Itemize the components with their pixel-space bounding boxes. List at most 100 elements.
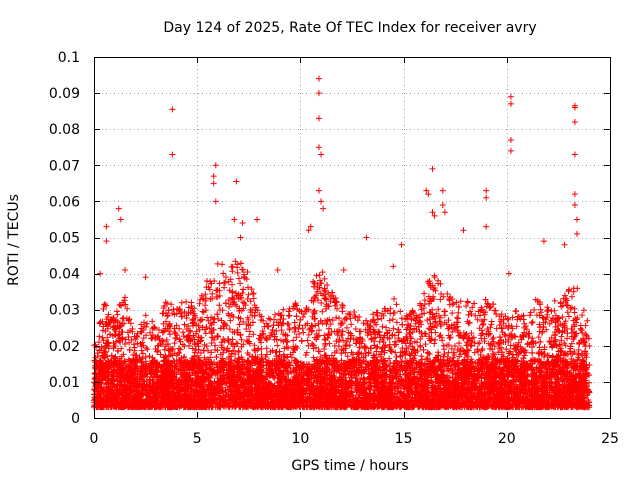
data-point bbox=[226, 326, 233, 333]
data-point bbox=[124, 305, 131, 312]
data-point bbox=[299, 325, 306, 332]
data-point bbox=[316, 272, 323, 279]
data-point bbox=[455, 309, 462, 316]
data-point bbox=[431, 272, 438, 279]
data-point bbox=[267, 334, 274, 341]
data-point bbox=[544, 307, 551, 314]
data-point bbox=[383, 324, 390, 331]
data-point bbox=[304, 337, 311, 344]
data-point bbox=[393, 319, 400, 326]
data-point bbox=[185, 342, 192, 349]
data-point bbox=[536, 344, 543, 351]
data-point bbox=[183, 298, 190, 305]
data-point bbox=[130, 341, 137, 348]
chart-title: Day 124 of 2025, Rate Of TEC Index for r… bbox=[163, 20, 536, 36]
data-point bbox=[319, 269, 326, 276]
data-point bbox=[449, 354, 456, 361]
data-point bbox=[437, 296, 444, 303]
data-point bbox=[125, 334, 132, 341]
data-point bbox=[177, 346, 184, 353]
data-point bbox=[398, 315, 405, 322]
data-point bbox=[246, 328, 253, 335]
data-point bbox=[229, 295, 236, 302]
data-point bbox=[582, 331, 589, 338]
data-point bbox=[545, 306, 552, 313]
data-point bbox=[199, 308, 206, 315]
data-point bbox=[227, 317, 234, 324]
data-point bbox=[559, 314, 566, 321]
data-point bbox=[449, 310, 456, 317]
data-point bbox=[298, 338, 305, 345]
data-point bbox=[574, 285, 581, 292]
data-point bbox=[386, 317, 393, 324]
data-point bbox=[478, 347, 485, 354]
data-point bbox=[146, 353, 153, 360]
data-point bbox=[480, 320, 487, 327]
data-point bbox=[393, 301, 400, 308]
data-point bbox=[162, 309, 169, 316]
data-point bbox=[199, 296, 206, 303]
data-point bbox=[528, 320, 535, 327]
data-point bbox=[204, 314, 211, 321]
data-point bbox=[437, 332, 444, 339]
data-point bbox=[149, 318, 156, 325]
data-point bbox=[397, 308, 404, 315]
data-point bbox=[202, 302, 209, 309]
data-point bbox=[208, 339, 215, 346]
data-point bbox=[391, 295, 398, 302]
data-point bbox=[343, 338, 350, 345]
data-point bbox=[113, 308, 120, 315]
data-point bbox=[526, 312, 533, 319]
data-point bbox=[466, 319, 473, 326]
data-point bbox=[339, 302, 346, 309]
data-point bbox=[180, 329, 187, 336]
data-point bbox=[451, 342, 458, 349]
data-point bbox=[562, 318, 569, 325]
data-point bbox=[234, 340, 241, 347]
data-point bbox=[214, 333, 221, 340]
data-point bbox=[322, 342, 329, 349]
data-point bbox=[96, 333, 103, 340]
data-point bbox=[362, 344, 369, 351]
data-point bbox=[286, 312, 293, 319]
data-point bbox=[529, 318, 536, 325]
data-point bbox=[237, 280, 244, 287]
data-point bbox=[346, 342, 353, 349]
data-point bbox=[263, 345, 270, 352]
data-point bbox=[265, 315, 272, 322]
data-point bbox=[243, 320, 250, 327]
data-point bbox=[479, 346, 486, 353]
data-point bbox=[110, 340, 117, 347]
data-point bbox=[216, 302, 223, 309]
data-point bbox=[408, 316, 415, 323]
data-point bbox=[245, 291, 252, 298]
data-point bbox=[464, 298, 471, 305]
data-point bbox=[390, 325, 397, 332]
data-point bbox=[258, 339, 265, 346]
data-point bbox=[290, 337, 297, 344]
data-point bbox=[313, 272, 320, 279]
data-point bbox=[206, 325, 213, 332]
data-point bbox=[457, 298, 464, 305]
data-point bbox=[584, 317, 591, 324]
data-point bbox=[176, 345, 183, 352]
data-point bbox=[285, 308, 292, 315]
data-point bbox=[391, 309, 398, 316]
data-point bbox=[144, 346, 151, 353]
data-point bbox=[316, 277, 323, 284]
data-point bbox=[272, 311, 279, 318]
data-point bbox=[188, 299, 195, 306]
data-point bbox=[204, 347, 211, 354]
data-point bbox=[421, 297, 428, 304]
data-point bbox=[379, 323, 386, 330]
data-point bbox=[348, 321, 355, 328]
data-point bbox=[171, 340, 178, 347]
data-point bbox=[356, 313, 363, 320]
data-point bbox=[355, 350, 362, 357]
data-point bbox=[219, 261, 226, 268]
data-point bbox=[293, 334, 300, 341]
data-point bbox=[319, 308, 326, 315]
data-point bbox=[296, 322, 303, 329]
data-points bbox=[91, 75, 593, 411]
